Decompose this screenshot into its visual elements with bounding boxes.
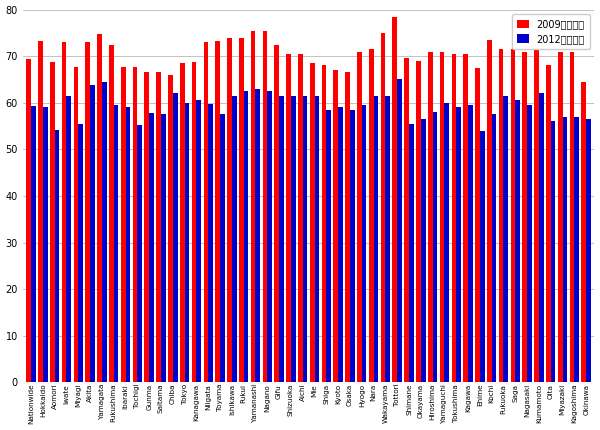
Bar [114,105,118,382]
Bar [74,68,79,382]
Bar [102,82,107,382]
Bar [475,68,480,382]
Bar [445,103,449,382]
Bar [31,106,36,382]
Bar [50,62,55,382]
Bar [149,113,154,382]
Bar [523,52,527,382]
Bar [397,79,402,382]
Bar [303,96,307,382]
Bar [551,121,556,382]
Bar [456,107,461,382]
Bar [314,96,319,382]
Bar [463,54,468,382]
Bar [251,31,256,382]
Bar [133,68,137,382]
Bar [274,45,279,382]
Bar [345,73,350,382]
Bar [227,37,232,382]
Bar [263,31,267,382]
Bar [38,41,43,382]
Bar [558,52,563,382]
Bar [156,73,161,382]
Bar [322,65,326,382]
Bar [404,58,409,382]
Bar [433,112,437,382]
Bar [267,91,272,382]
Bar [380,33,385,382]
Bar [362,105,367,382]
Bar [203,42,208,382]
Bar [416,61,421,382]
Bar [196,101,201,382]
Bar [586,119,591,382]
Bar [487,40,491,382]
Bar [55,130,59,382]
Bar [334,70,338,382]
Bar [369,49,374,382]
Bar [515,101,520,382]
Bar [298,54,303,382]
Bar [79,124,83,382]
Bar [185,103,190,382]
Bar [109,45,114,382]
Bar [385,96,390,382]
Bar [90,85,95,382]
Bar [534,49,539,382]
Bar [499,49,503,382]
Bar [286,54,291,382]
Bar [145,73,149,382]
Bar [539,93,544,382]
Bar [310,63,314,382]
Bar [26,59,31,382]
Bar [244,91,248,382]
Bar [62,42,67,382]
Bar [291,96,296,382]
Bar [125,107,130,382]
Bar [220,114,225,382]
Bar [468,105,473,382]
Bar [208,104,213,382]
Bar [357,52,362,382]
Bar [279,96,284,382]
Bar [168,75,173,382]
Bar [511,49,515,382]
Bar [421,119,425,382]
Bar [173,93,178,382]
Bar [191,62,196,382]
Bar [392,16,397,382]
Bar [43,107,47,382]
Bar [161,114,166,382]
Legend: 2009年投票率, 2012年投票率: 2009年投票率, 2012年投票率 [512,15,590,49]
Bar [581,82,586,382]
Bar [569,52,574,382]
Bar [546,65,551,382]
Bar [239,37,244,382]
Bar [350,110,355,382]
Bar [121,68,125,382]
Bar [374,96,379,382]
Bar [180,63,185,382]
Bar [440,52,445,382]
Bar [428,52,433,382]
Bar [491,114,496,382]
Bar [409,124,414,382]
Bar [85,42,90,382]
Bar [503,96,508,382]
Bar [338,108,343,382]
Bar [256,89,260,382]
Bar [574,117,579,382]
Bar [480,131,485,382]
Bar [563,117,567,382]
Bar [67,96,71,382]
Bar [137,125,142,382]
Bar [232,96,236,382]
Bar [452,54,456,382]
Bar [97,34,102,382]
Bar [326,110,331,382]
Bar [215,41,220,382]
Bar [527,105,532,382]
